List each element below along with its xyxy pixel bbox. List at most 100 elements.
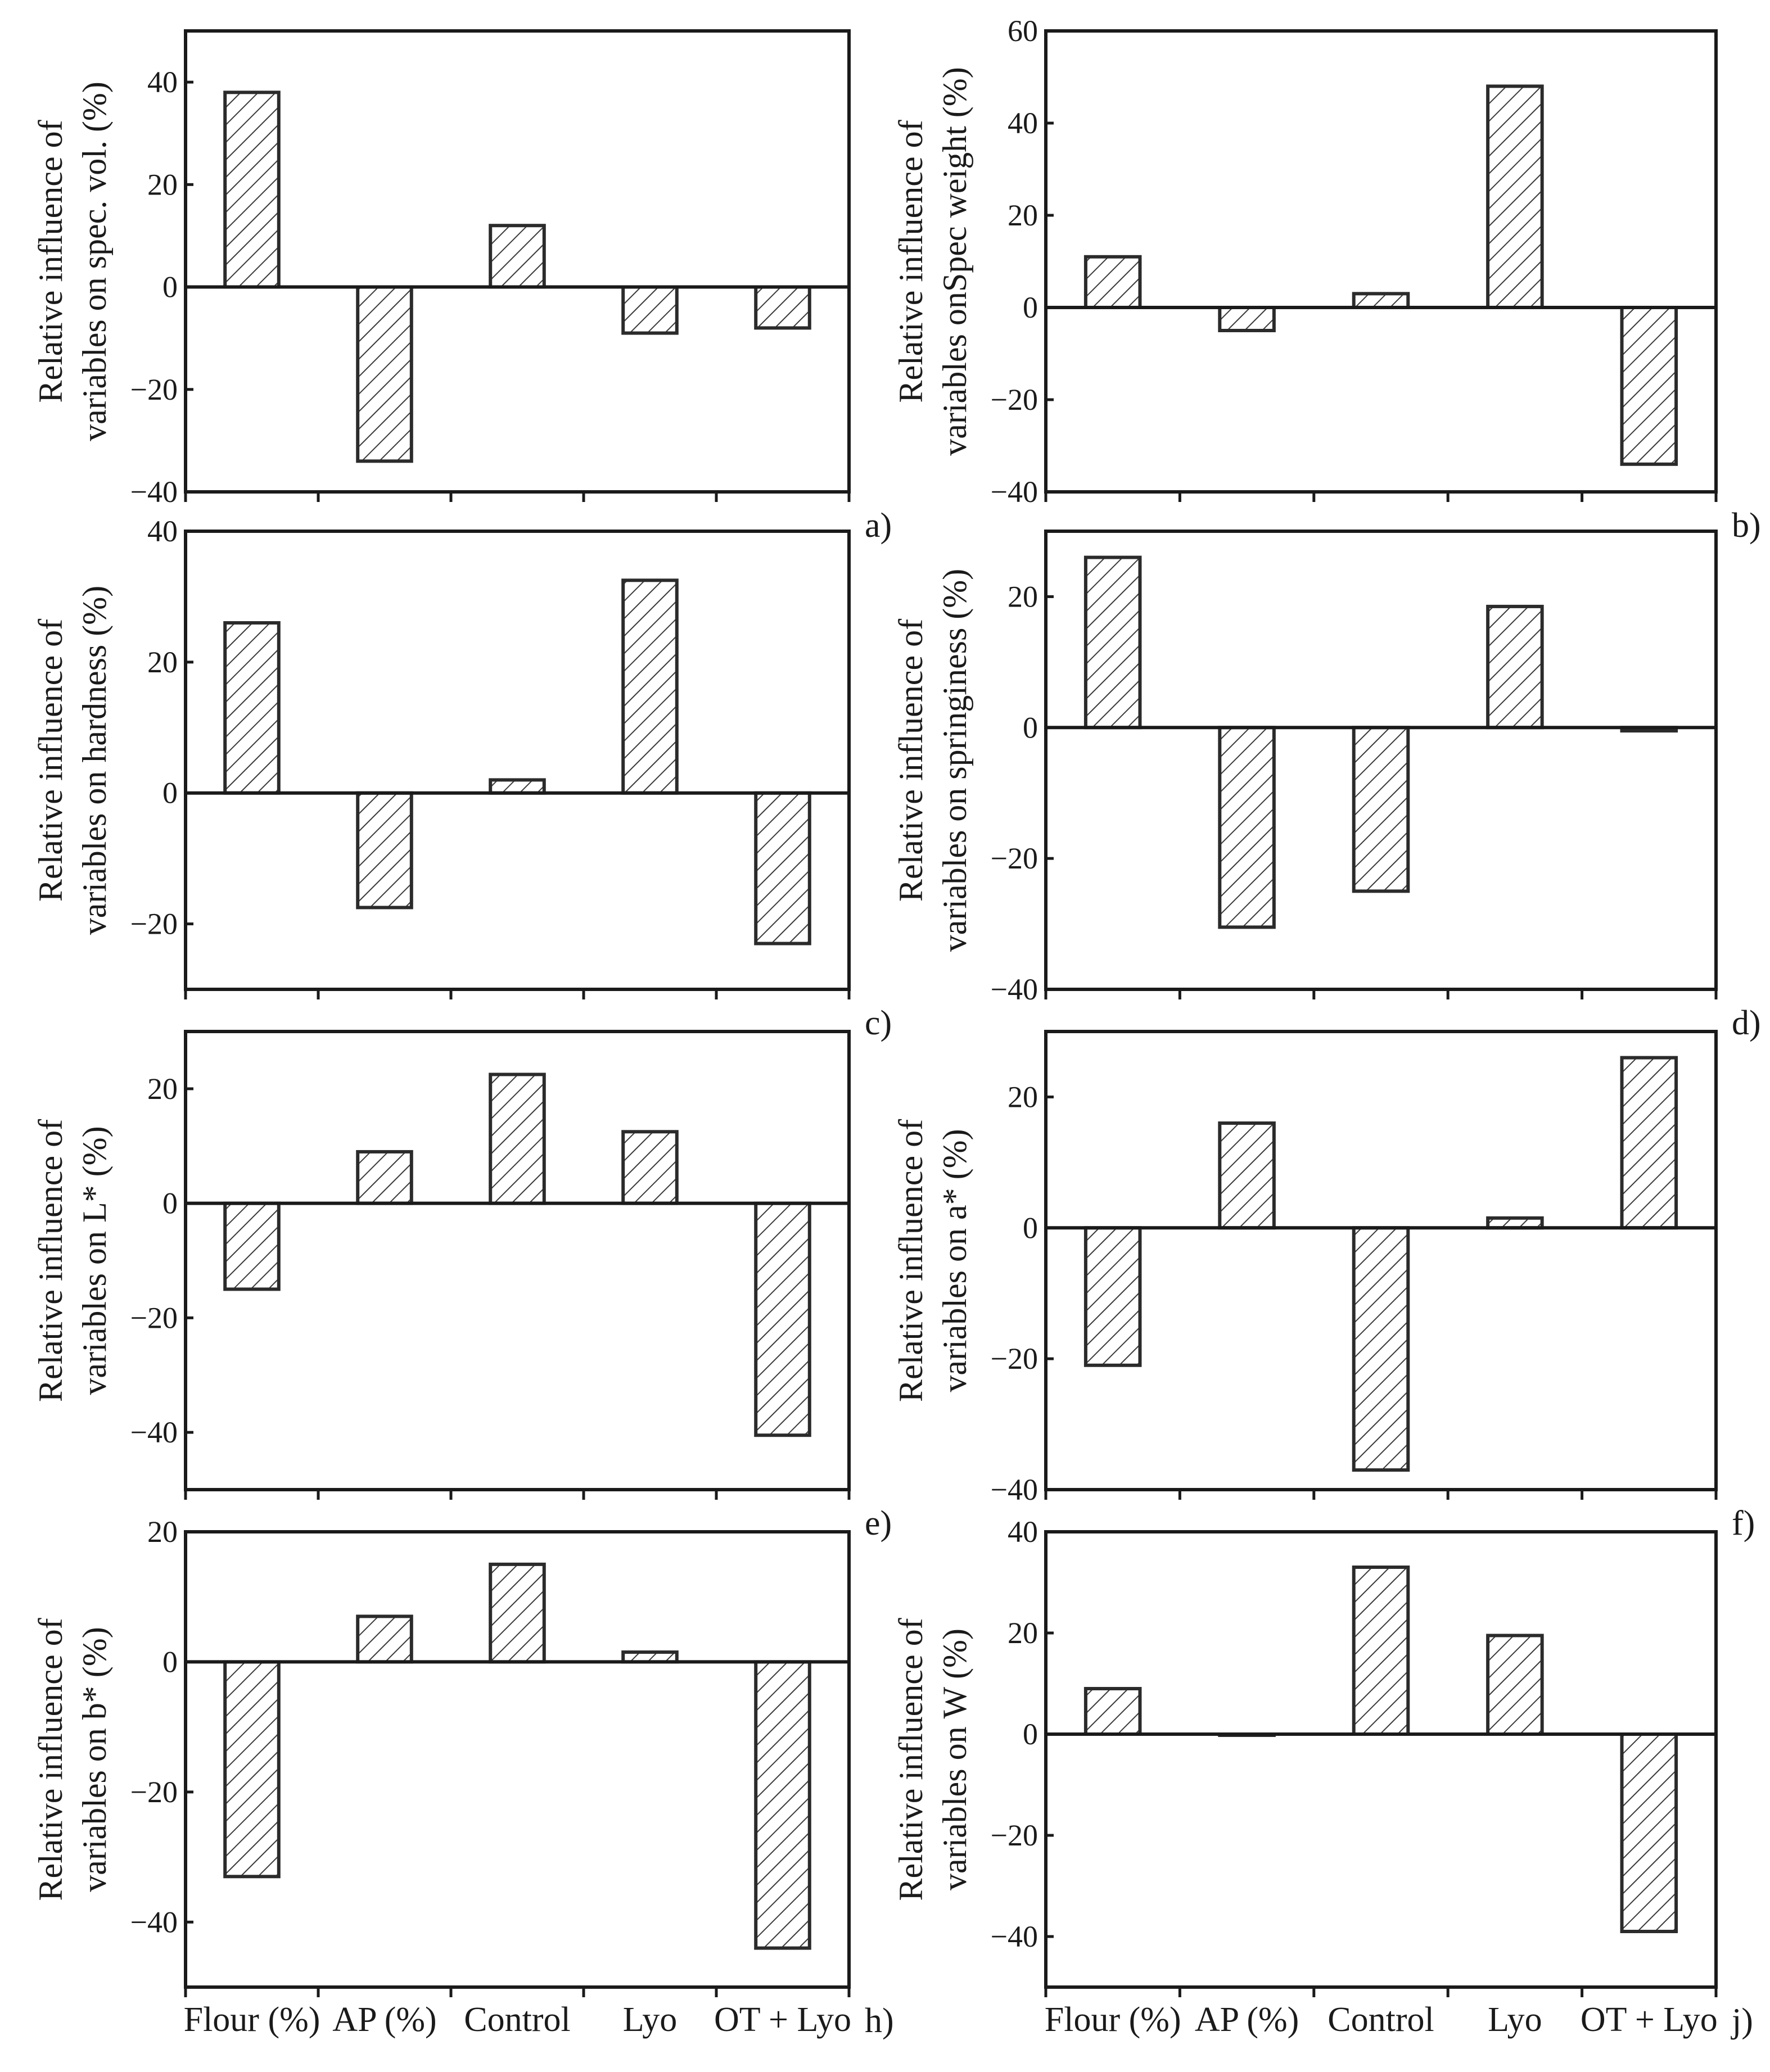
chart-panel-d: −40 −20 0 20 Relative influence of variables … — [892, 530, 1761, 1042]
plot-frame — [1044, 1030, 1718, 1491]
x-category-label: Control — [464, 2001, 570, 2039]
y-tick-label: 0 — [162, 776, 178, 810]
y-tick-label: 0 — [1023, 1717, 1038, 1751]
x-category-label: OT + Lyo — [1581, 2001, 1718, 2039]
y-tick-label: 40 — [147, 514, 178, 548]
bar-ap — [1218, 1121, 1276, 1230]
x-category-label: Flour (%) — [184, 2001, 320, 2039]
bar-ap — [356, 791, 413, 910]
bar-control — [489, 1073, 546, 1205]
panel-letter: j) — [1731, 2002, 1753, 2040]
chart-panel-h: −40 −20 0 20 Relative influence of variables … — [32, 1515, 894, 2040]
panel-letter: d) — [1732, 1004, 1761, 1042]
y-axis-label: Relative influence of — [32, 120, 69, 402]
y-tick-label: 0 — [162, 270, 178, 304]
bar-control — [489, 778, 546, 795]
y-tick-label: 20 — [147, 1072, 178, 1106]
bar-ot-lyo — [1620, 1732, 1678, 1933]
y-tick-label: −40 — [991, 475, 1038, 509]
y-axis-label: Relative influence of — [892, 1618, 929, 1901]
bar-lyo — [1486, 84, 1544, 309]
y-tick-label: −40 — [130, 475, 178, 509]
y-axis-label: variables on springiness (%) — [936, 569, 973, 952]
bar-ap — [356, 1614, 413, 1664]
y-tick-label: 20 — [1008, 198, 1038, 232]
panel-letter: b) — [1732, 506, 1761, 545]
bar-flour — [223, 621, 281, 795]
chart-panel-j: −40 −20 0 20 40 Relative influence of variable… — [892, 1515, 1753, 2040]
y-tick-label: −20 — [991, 383, 1038, 417]
plot-frame — [184, 29, 851, 494]
y-tick-label: 20 — [147, 168, 178, 201]
bar-lyo — [1486, 1634, 1544, 1736]
panel-letter: h) — [865, 2002, 894, 2040]
panel-letter: c) — [865, 1004, 892, 1042]
x-category-label: OT + Lyo — [714, 2001, 851, 2039]
y-tick-label: −20 — [991, 1818, 1038, 1852]
bar-flour — [1083, 1226, 1142, 1367]
y-axis-label: variables on a* (%) — [936, 1129, 973, 1392]
bar-ot-lyo — [1620, 306, 1678, 466]
y-tick-label: 0 — [1023, 711, 1038, 744]
bar-flour — [223, 91, 281, 289]
y-axis-label: variables on hardness (%) — [76, 586, 113, 935]
x-category-label: Lyo — [1488, 2001, 1542, 2039]
y-tick-label: −20 — [130, 373, 178, 406]
bar-control — [489, 1562, 546, 1664]
bar-ap — [1218, 306, 1276, 332]
plot-frame — [1044, 530, 1718, 991]
bar-control — [1352, 292, 1410, 310]
y-axis-label: variables on spec. vol. (%) — [76, 82, 113, 441]
plot-frame — [1044, 29, 1718, 494]
y-axis-label: variables on b* (%) — [76, 1627, 113, 1892]
bar-control — [1352, 1226, 1410, 1472]
plot-frame — [184, 1530, 851, 1989]
y-tick-label: 20 — [147, 1515, 178, 1549]
chart-panel-b: −40 −20 0 20 40 60 Relative influence of variab… — [892, 14, 1761, 545]
bar-lyo — [1486, 604, 1544, 730]
bar-ot-lyo — [754, 1201, 811, 1437]
y-tick-label: 0 — [162, 1645, 178, 1679]
bar-ap — [356, 285, 413, 463]
bar-flour — [1083, 555, 1142, 730]
bar-ot-lyo — [1620, 1056, 1678, 1230]
bar-ot-lyo — [754, 1660, 811, 1950]
bar-flour — [1083, 255, 1142, 309]
y-tick-label: 60 — [1008, 14, 1038, 48]
plot-frame — [184, 530, 851, 991]
bar-control — [1352, 1566, 1410, 1736]
y-tick-label: 0 — [1023, 291, 1038, 324]
y-tick-label: −40 — [991, 972, 1038, 1006]
bar-flour — [1083, 1687, 1142, 1736]
bar-lyo — [621, 1130, 679, 1205]
y-tick-label: 40 — [147, 65, 178, 99]
bar-ap — [1218, 726, 1276, 929]
bar-ot-lyo — [754, 791, 811, 945]
chart-panel-c: −20 0 20 40 Relative influence of variables o… — [32, 514, 892, 1042]
panel-letter: e) — [865, 1504, 892, 1542]
y-axis-label: variables on W (%) — [936, 1628, 973, 1890]
bar-flour — [223, 1201, 281, 1291]
y-tick-label: −20 — [130, 1775, 178, 1809]
bar-control — [489, 224, 546, 289]
x-category-label: AP (%) — [332, 2001, 436, 2039]
bar-lyo — [621, 578, 679, 795]
y-tick-label: 0 — [162, 1187, 178, 1220]
panel-letter: a) — [865, 506, 892, 545]
y-tick-label: 40 — [1008, 106, 1038, 140]
y-tick-label: 0 — [1023, 1211, 1038, 1245]
y-axis-label: variables on L* (%) — [76, 1126, 113, 1395]
bar-control — [1352, 726, 1410, 893]
chart-panel-e: −40 −20 0 20 Relative influence of variables … — [32, 1030, 892, 1542]
bar-lyo — [621, 285, 679, 335]
y-axis-label: Relative influence of — [32, 1119, 69, 1402]
chart-panel-f: −40 −20 0 20 Relative influence of variables … — [892, 1030, 1755, 1542]
y-axis-label: Relative influence of — [892, 1119, 929, 1402]
y-tick-label: 20 — [147, 645, 178, 679]
y-tick-label: 20 — [1008, 1080, 1038, 1114]
y-tick-label: −40 — [991, 1473, 1038, 1507]
y-tick-label: −40 — [130, 1905, 178, 1939]
x-category-label: Lyo — [623, 2001, 677, 2039]
